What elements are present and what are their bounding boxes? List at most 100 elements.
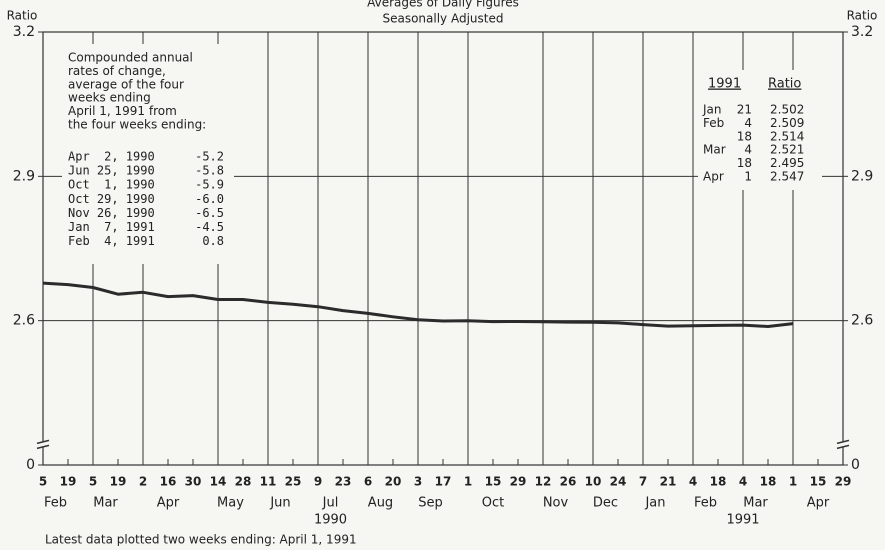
rate-value: -5.9 — [195, 178, 224, 192]
x-tick-label: 7 — [639, 475, 647, 489]
x-tick-label: 21 — [660, 475, 677, 489]
x-tick-label: 1 — [464, 475, 472, 489]
axis-break-gap — [37, 441, 49, 448]
axis-break — [836, 439, 850, 445]
axis-break-gap — [837, 441, 849, 448]
table-ratio: 2.495 — [770, 156, 804, 170]
month-label: Apr — [807, 496, 830, 511]
year-label: 1990 — [314, 513, 347, 528]
note-line: average of the four — [68, 77, 184, 91]
table-day: 18 — [737, 156, 752, 170]
x-tick-label: 4 — [739, 475, 747, 489]
x-tick-label: 11 — [260, 475, 277, 489]
x-tick-label: 19 — [110, 475, 127, 489]
note-line: April 1, 1991 from — [68, 104, 177, 118]
table-background — [698, 70, 822, 190]
x-tick-label: 3 — [414, 475, 422, 489]
y-tick-label-right: 2.6 — [851, 313, 873, 329]
table-day: 4 — [744, 116, 752, 130]
x-tick-label: 24 — [610, 475, 627, 489]
data-line — [42, 281, 794, 328]
month-label: Jan — [644, 496, 665, 511]
rate-date: Oct 29, 1990 — [68, 192, 155, 206]
month-label: Oct — [482, 496, 504, 511]
table-ratio: 2.521 — [770, 143, 804, 157]
y-tick-label: 2.6 — [13, 313, 35, 329]
x-tick-label: 25 — [285, 475, 302, 489]
y-axis-label-right: Ratio — [847, 9, 878, 23]
x-tick-label: 29 — [835, 475, 852, 489]
x-tick-label: 15 — [810, 475, 827, 489]
y-tick-label: 0 — [26, 457, 35, 473]
note-line: Compounded annual — [68, 51, 193, 65]
rate-date: Oct 1, 1990 — [68, 178, 155, 192]
rate-date: Jun 25, 1990 — [68, 164, 155, 178]
x-tick-label: 18 — [710, 475, 727, 489]
note-background — [62, 44, 234, 264]
rate-date: Jan 7, 1991 — [68, 220, 155, 234]
month-label: Jun — [269, 496, 290, 511]
x-tick-label: 12 — [535, 475, 552, 489]
note-line: weeks ending — [68, 91, 151, 105]
month-label: Aug — [368, 496, 393, 511]
note-line: the four weeks ending: — [68, 118, 206, 132]
month-label: Mar — [743, 496, 768, 511]
y-tick-label-right: 2.9 — [851, 168, 873, 184]
x-tick-label: 18 — [760, 475, 777, 489]
table-day: 4 — [744, 143, 752, 157]
month-label: May — [217, 496, 244, 511]
month-label: Mar — [93, 496, 118, 511]
table-day: 1 — [744, 170, 752, 184]
table-header: 1991 — [708, 77, 741, 92]
axis-break — [836, 444, 850, 450]
rate-date: Apr 2, 1990 — [68, 150, 155, 164]
month-label: Nov — [543, 496, 569, 511]
x-tick-label: 15 — [485, 475, 502, 489]
y-tick-label: 3.2 — [13, 24, 35, 40]
rate-value: -5.8 — [195, 164, 224, 178]
x-tick-label: 4 — [689, 475, 697, 489]
rate-value: -5.2 — [195, 150, 224, 164]
y-tick-label-right: 0 — [851, 457, 860, 473]
x-tick-label: 30 — [185, 475, 202, 489]
table-day: 21 — [737, 103, 752, 117]
y-tick-label: 2.9 — [13, 168, 35, 184]
table-ratio: 2.547 — [770, 170, 804, 184]
table-month: Mar — [703, 143, 726, 157]
footnote: Latest data plotted two weeks ending: Ap… — [45, 533, 357, 547]
month-label: Feb — [44, 496, 67, 511]
month-label: Jul — [322, 496, 339, 511]
rate-value: -6.0 — [195, 192, 224, 206]
month-label: Feb — [694, 496, 717, 511]
x-tick-label: 23 — [335, 475, 352, 489]
month-label: Sep — [418, 496, 443, 511]
rate-value: 0.8 — [202, 234, 224, 248]
note-line: rates of change, — [68, 64, 166, 78]
table-month: Apr — [703, 170, 724, 184]
x-tick-label: 26 — [560, 475, 577, 489]
x-tick-label: 10 — [585, 475, 602, 489]
table-day: 18 — [737, 129, 752, 143]
x-tick-label: 5 — [39, 475, 47, 489]
x-tick-label: 28 — [235, 475, 252, 489]
axis-break — [36, 444, 50, 450]
x-tick-label: 2 — [139, 475, 147, 489]
rate-date: Nov 26, 1990 — [68, 206, 155, 220]
x-tick-label: 5 — [89, 475, 97, 489]
table-ratio: 2.514 — [770, 129, 804, 143]
table-ratio: 2.509 — [770, 116, 804, 130]
x-tick-label: 20 — [385, 475, 402, 489]
axis-break — [36, 439, 50, 445]
month-label: Apr — [157, 496, 180, 511]
x-tick-label: 17 — [435, 475, 452, 489]
month-label: Dec — [593, 496, 618, 511]
y-axis-label: Ratio — [7, 9, 38, 23]
table-month: Jan — [702, 103, 722, 117]
x-tick-label: 6 — [364, 475, 372, 489]
rate-value: -4.5 — [195, 220, 224, 234]
x-tick-label: 9 — [314, 475, 322, 489]
x-tick-label: 1 — [789, 475, 797, 489]
rate-date: Feb 4, 1991 — [68, 234, 155, 248]
table-ratio: 2.502 — [770, 103, 804, 117]
